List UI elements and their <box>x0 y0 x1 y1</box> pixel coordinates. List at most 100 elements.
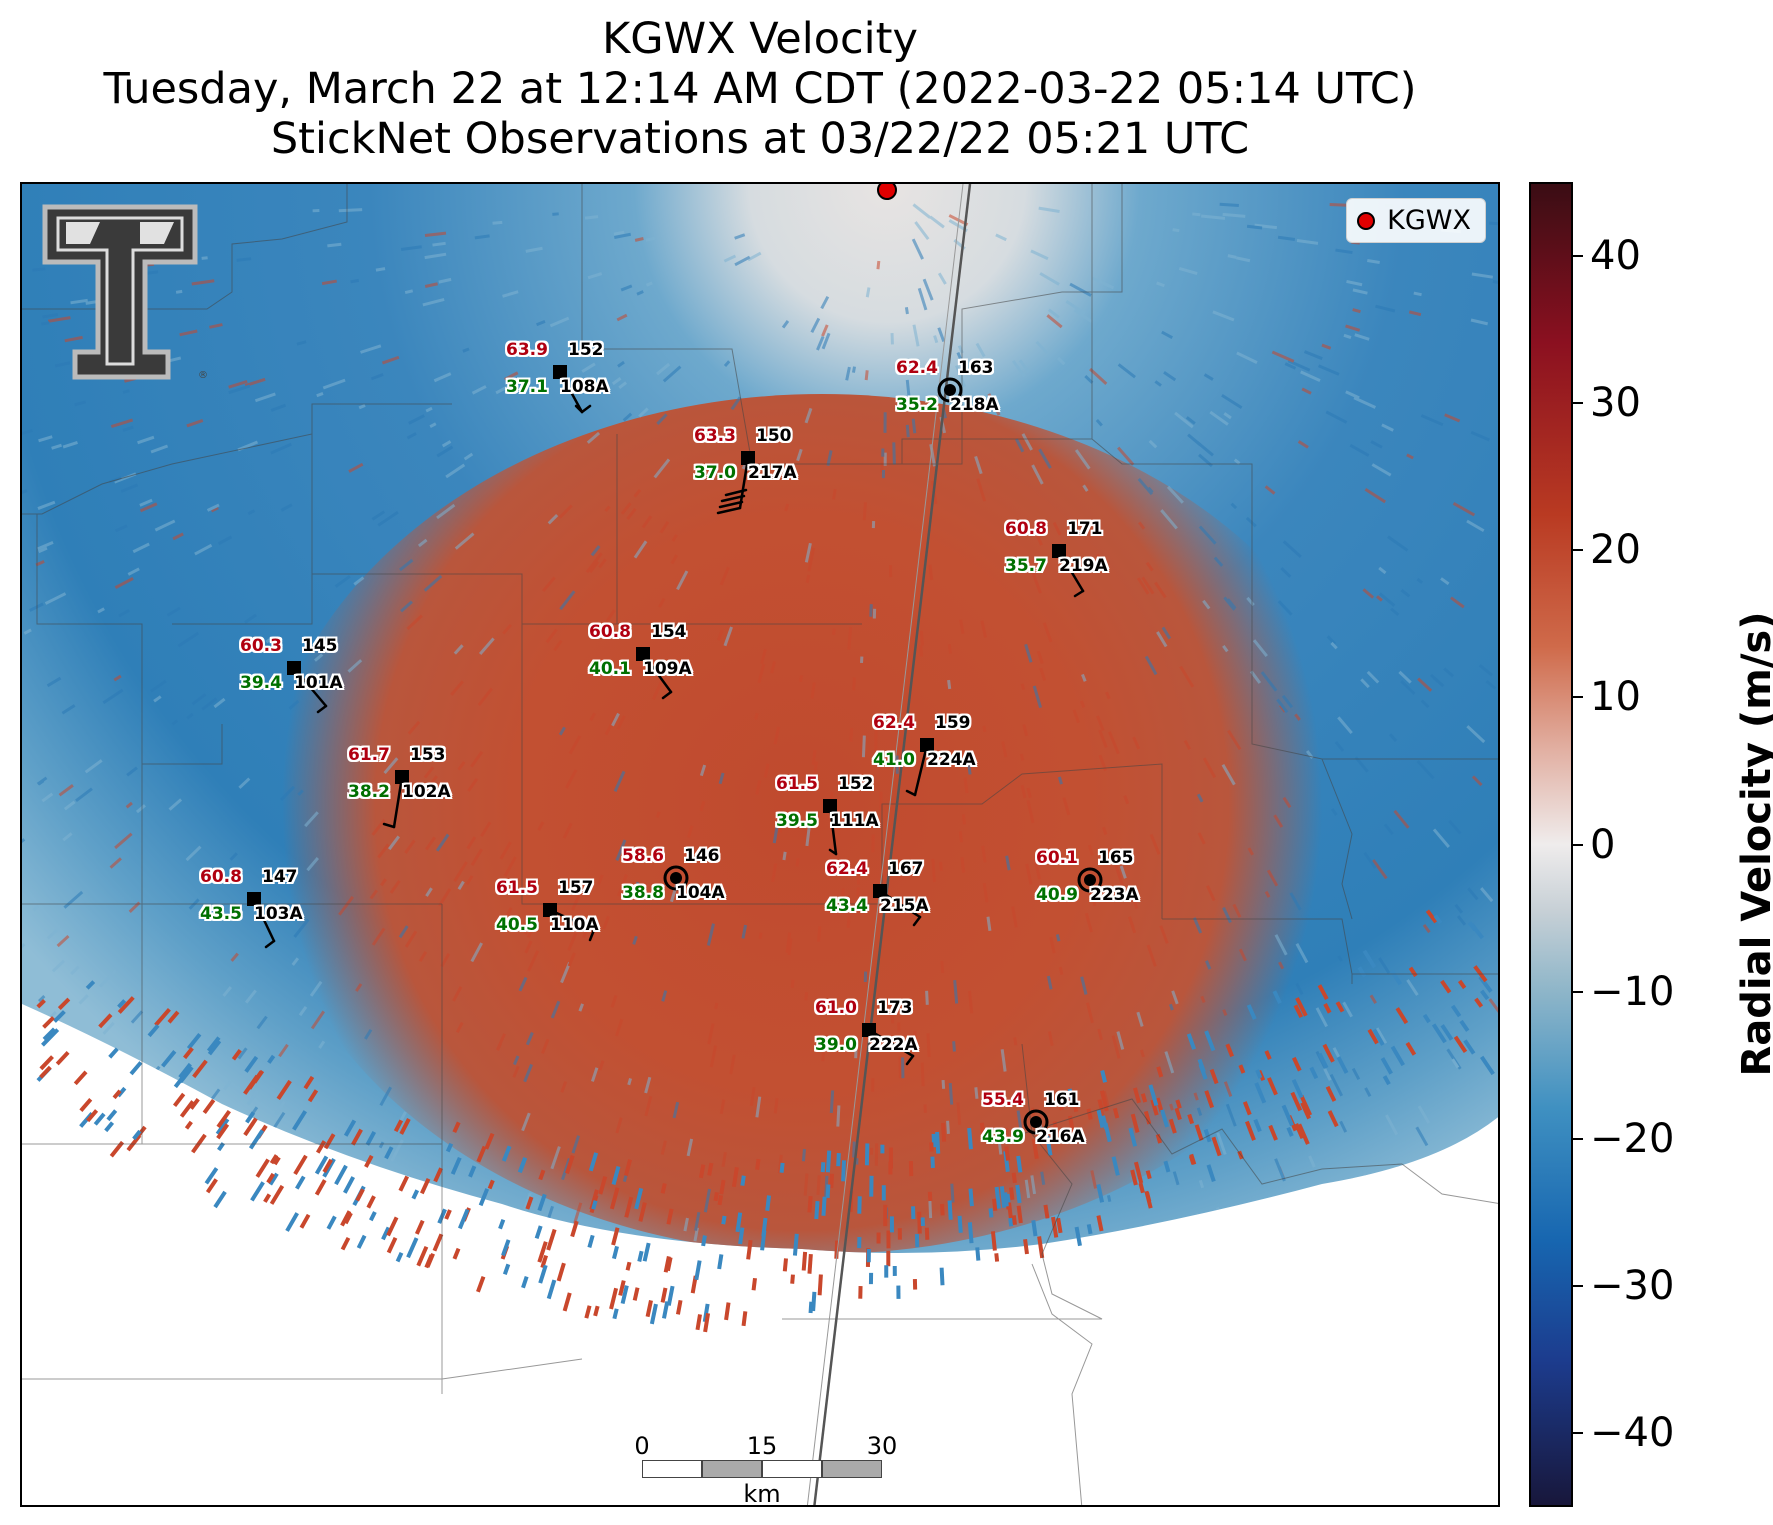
velocity-gate <box>265 637 273 644</box>
velocity-gate <box>1179 665 1195 688</box>
velocity-gate <box>244 377 266 388</box>
velocity-gate <box>1196 1107 1203 1116</box>
velocity-gate <box>953 980 959 1004</box>
velocity-gate <box>1296 239 1319 245</box>
velocity-gate <box>618 381 628 390</box>
station-id: 109A <box>643 659 692 679</box>
velocity-gate <box>247 509 256 516</box>
station-215A-plot[interactable] <box>873 884 922 927</box>
velocity-gate <box>303 1075 315 1090</box>
velocity-gate <box>686 1138 694 1157</box>
velocity-gate <box>995 233 1007 242</box>
velocity-gate <box>1422 923 1431 934</box>
station-222A-plot[interactable] <box>862 1023 915 1066</box>
velocity-gate <box>931 858 936 883</box>
velocity-gate <box>1133 1161 1144 1184</box>
velocity-gate <box>1144 1190 1153 1209</box>
velocity-gate <box>967 1127 973 1150</box>
velocity-gate <box>63 890 84 909</box>
velocity-gate <box>719 566 730 586</box>
velocity-gate <box>662 365 682 383</box>
velocity-gate <box>338 895 355 916</box>
station-dewpoint: 35.2 <box>896 395 938 415</box>
station-218A-plot[interactable] <box>937 377 963 403</box>
velocity-gate <box>1479 1162 1491 1179</box>
station-223A-plot[interactable] <box>1077 867 1103 893</box>
station-temperature: 55.4 <box>982 1090 1024 1110</box>
station-217A-plot[interactable] <box>716 451 755 515</box>
velocity-gate <box>474 234 490 240</box>
velocity-gate <box>295 1175 306 1190</box>
velocity-gate <box>1045 1135 1053 1156</box>
map-panel[interactable]: ® 63.9 152 37.1 108A 62.4 163 35.2 218A 63.3 150 3… <box>20 182 1500 1507</box>
velocity-gate <box>1202 599 1211 610</box>
station-110A-plot[interactable] <box>543 903 596 942</box>
velocity-gate <box>1097 1028 1103 1041</box>
velocity-gate <box>1033 858 1041 880</box>
velocity-gate <box>974 1087 979 1099</box>
velocity-gate <box>582 920 592 939</box>
velocity-gate <box>55 1051 70 1066</box>
velocity-gate <box>78 994 89 1005</box>
velocity-gate <box>1005 1127 1010 1138</box>
velocity-gate <box>1390 1045 1405 1067</box>
velocity-gate <box>452 986 463 1002</box>
station-temperature: 61.0 <box>815 998 857 1018</box>
velocity-gate <box>545 628 558 644</box>
velocity-gate <box>982 882 989 903</box>
velocity-gate <box>366 1195 376 1209</box>
calm-wind-circle-icon <box>663 865 689 891</box>
velocity-gate <box>1074 449 1091 470</box>
velocity-gate <box>253 1195 264 1210</box>
velocity-gate <box>1106 1195 1112 1202</box>
velocity-gate <box>369 889 378 900</box>
velocity-gate <box>694 1211 701 1231</box>
velocity-gate <box>1016 1110 1023 1134</box>
velocity-gate <box>114 577 134 589</box>
velocity-gate <box>398 1175 410 1192</box>
station-pressure: 152 <box>568 340 604 360</box>
velocity-gate <box>216 1109 231 1129</box>
velocity-gate <box>343 1119 357 1137</box>
velocity-gate <box>297 789 304 796</box>
velocity-gate <box>237 1047 248 1060</box>
station-103A-plot[interactable] <box>247 892 276 949</box>
velocity-gate <box>1478 664 1494 677</box>
station-102A-plot[interactable] <box>382 770 409 829</box>
velocity-gate <box>1222 645 1229 653</box>
station-111A-plot[interactable] <box>823 799 838 856</box>
velocity-gate <box>46 929 58 940</box>
velocity-gate <box>1202 757 1217 779</box>
station-id: 223A <box>1090 885 1139 905</box>
velocity-gate <box>703 1188 711 1213</box>
velocity-gate <box>1291 1056 1302 1072</box>
velocity-gate <box>1016 1205 1023 1224</box>
velocity-gate <box>29 602 44 612</box>
velocity-colorbar <box>1529 182 1573 1507</box>
station-109A-plot[interactable] <box>636 647 673 700</box>
velocity-gate <box>423 766 435 779</box>
velocity-gate <box>1357 966 1367 978</box>
velocity-gate <box>573 1202 583 1224</box>
station-108A-plot[interactable] <box>553 365 592 414</box>
velocity-gate <box>1385 1114 1399 1136</box>
velocity-gate <box>1318 364 1340 376</box>
velocity-gate <box>1452 502 1476 517</box>
kgwx-radar-site-marker[interactable] <box>877 184 897 200</box>
station-101A-plot[interactable] <box>287 661 328 714</box>
velocity-gate <box>1108 731 1120 755</box>
velocity-gate <box>1278 961 1285 970</box>
velocity-gate <box>350 278 360 284</box>
wind-barb <box>913 743 929 797</box>
station-224A-plot[interactable] <box>905 738 934 797</box>
velocity-gate <box>645 236 656 242</box>
velocity-gate <box>1223 412 1232 420</box>
velocity-gate <box>256 1015 268 1030</box>
velocity-gate <box>1417 1105 1431 1124</box>
station-219A-plot[interactable] <box>1052 544 1085 598</box>
velocity-gate <box>550 1146 561 1170</box>
velocity-gate <box>1454 903 1464 914</box>
station-216A-plot[interactable] <box>1023 1109 1049 1135</box>
station-104A-plot[interactable] <box>663 865 689 891</box>
velocity-gate <box>351 1128 363 1146</box>
